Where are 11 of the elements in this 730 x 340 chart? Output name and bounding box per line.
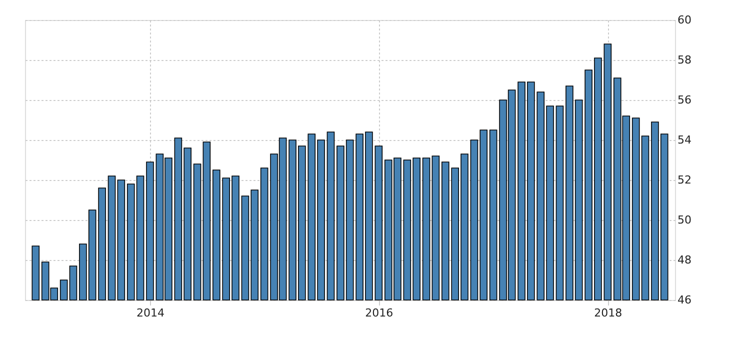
y-tick-label: 58 bbox=[678, 54, 692, 66]
y-tick-label: 46 bbox=[678, 294, 692, 306]
y-tick-label: 60 bbox=[678, 14, 692, 26]
y-tick-label: 48 bbox=[678, 254, 692, 266]
y-tick-label: 56 bbox=[678, 94, 692, 106]
x-tick-label: 2016 bbox=[365, 306, 394, 320]
y-tick-label: 54 bbox=[678, 134, 692, 146]
y-tick-label: 52 bbox=[678, 174, 692, 186]
y-tick-label: 50 bbox=[678, 214, 692, 226]
x-tick-label: 2018 bbox=[594, 306, 622, 320]
x-tick-label: 2014 bbox=[136, 306, 164, 320]
